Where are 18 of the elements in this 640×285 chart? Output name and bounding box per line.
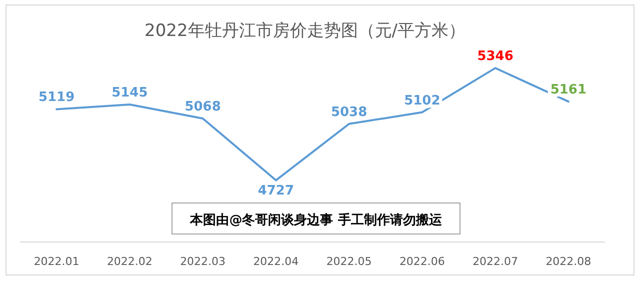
data-label: 5119: [38, 90, 75, 106]
data-label: 5038: [330, 104, 368, 120]
text: 本图由@冬哥闲谈身边事 手工制作请勿搬运: [189, 212, 443, 228]
data-label: 4727: [258, 183, 294, 198]
title: 2022年牡丹江市房价走势图（元/平方米）: [144, 21, 466, 41]
data-label: 5346: [477, 49, 514, 64]
data-label: 5102: [404, 93, 440, 108]
x-tick-label: 2022.04: [253, 255, 299, 268]
x-tick-label: 2022.01: [34, 255, 80, 268]
x-tick-label: 2022.08: [546, 255, 592, 268]
data-label: 5068: [184, 99, 221, 114]
data-label: 5161: [550, 82, 587, 98]
x-tick-label: 2022.05: [326, 255, 372, 268]
data-label: 5145: [112, 85, 148, 100]
x-tick-label: 2022.07: [472, 255, 518, 268]
x-tick-label: 2022.06: [399, 255, 445, 268]
x-tick-label: 2022.03: [180, 255, 226, 268]
x-tick-label: 2022.02: [106, 255, 152, 268]
